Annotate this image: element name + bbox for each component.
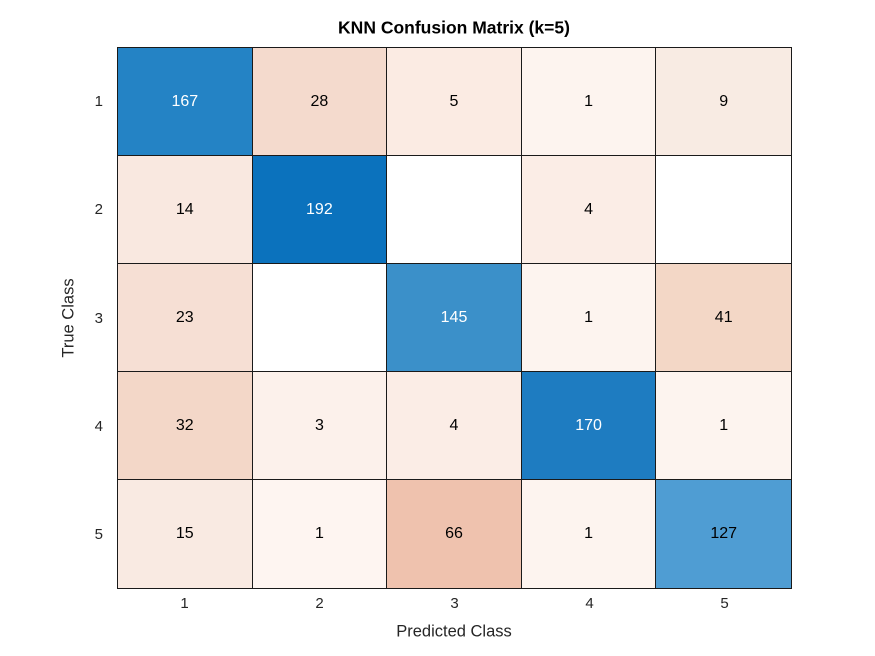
matrix-cell-r3c1: 23 — [118, 264, 253, 372]
matrix-cell-r5c3: 66 — [387, 480, 522, 588]
confusion-matrix-grid: 167 28 5 1 9 14 192 4 23 145 1 41 32 3 4 170 1 15 1 66 1 127 — [117, 47, 792, 589]
x-axis-label: Predicted Class — [396, 622, 512, 641]
matrix-cell-r5c5: 127 — [656, 480, 791, 588]
matrix-cell-r2c2: 192 — [252, 156, 388, 264]
x-tick-3: 3 — [450, 595, 459, 612]
matrix-cell-r1c4: 1 — [521, 48, 657, 156]
y-tick-5: 5 — [94, 526, 103, 544]
y-tick-1: 1 — [94, 92, 103, 110]
y-tick-2: 2 — [94, 201, 103, 219]
matrix-cell-r3c3: 145 — [387, 264, 522, 372]
matrix-cell-r4c2: 3 — [252, 372, 388, 480]
x-tick-2: 2 — [315, 595, 324, 612]
matrix-cell-r3c2 — [252, 264, 388, 372]
matrix-cell-r3c4: 1 — [521, 264, 657, 372]
x-tick-5: 5 — [720, 595, 729, 612]
matrix-cell-r5c2: 1 — [252, 480, 388, 588]
matrix-cell-r3c5: 41 — [656, 264, 791, 372]
matrix-cell-r2c4: 4 — [521, 156, 657, 264]
matrix-cell-r1c2: 28 — [252, 48, 388, 156]
matrix-cell-r5c4: 1 — [521, 480, 657, 588]
matrix-cell-r1c3: 5 — [387, 48, 522, 156]
matrix-cell-r4c1: 32 — [118, 372, 253, 480]
matrix-cell-r1c1: 167 — [118, 48, 253, 156]
x-axis-ticks: 1 2 3 4 5 — [117, 593, 792, 615]
matrix-cell-r4c5: 1 — [656, 372, 791, 480]
matrix-cell-r2c5 — [656, 156, 791, 264]
chart-title: KNN Confusion Matrix (k=5) — [338, 17, 570, 38]
matrix-cell-r4c3: 4 — [387, 372, 522, 480]
matrix-cell-r1c5: 9 — [656, 48, 791, 156]
matrix-cell-r2c3 — [387, 156, 522, 264]
matrix-cell-r5c1: 15 — [118, 480, 253, 588]
matrix-cell-r2c1: 14 — [118, 156, 253, 264]
x-tick-1: 1 — [180, 595, 189, 612]
y-tick-3: 3 — [94, 309, 103, 327]
x-tick-4: 4 — [585, 595, 594, 612]
y-axis-ticks: 1 2 3 4 5 — [58, 47, 103, 589]
matrix-cell-r4c4: 170 — [521, 372, 657, 480]
y-tick-4: 4 — [94, 417, 103, 435]
